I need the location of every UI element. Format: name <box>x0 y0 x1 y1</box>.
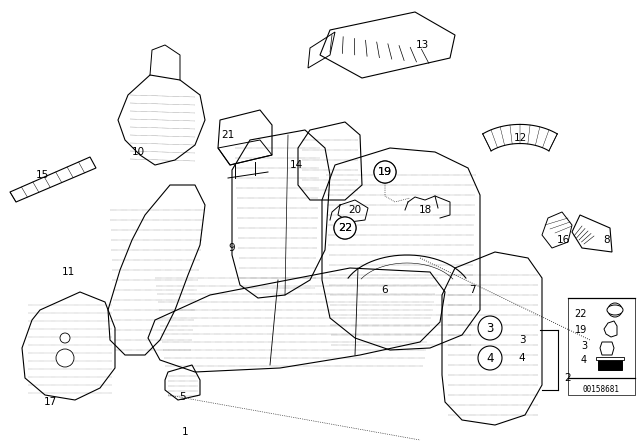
Text: 5: 5 <box>180 392 186 402</box>
Text: 6: 6 <box>381 285 388 295</box>
Circle shape <box>374 161 396 183</box>
Text: 19: 19 <box>378 167 392 177</box>
Text: 11: 11 <box>61 267 75 277</box>
Text: 13: 13 <box>415 40 429 50</box>
Text: 4: 4 <box>581 355 587 365</box>
Text: 2: 2 <box>564 373 572 383</box>
Text: 21: 21 <box>221 130 235 140</box>
Text: 22: 22 <box>338 223 352 233</box>
Text: 20: 20 <box>348 205 362 215</box>
Text: 8: 8 <box>604 235 611 245</box>
Circle shape <box>374 161 396 183</box>
Text: 16: 16 <box>556 235 570 245</box>
Text: 22: 22 <box>338 223 352 233</box>
Text: 7: 7 <box>468 285 476 295</box>
Circle shape <box>334 217 356 239</box>
Text: 19: 19 <box>575 325 587 335</box>
Text: 22: 22 <box>575 309 587 319</box>
Circle shape <box>608 303 622 317</box>
Text: 14: 14 <box>289 160 303 170</box>
Text: 4: 4 <box>518 353 525 363</box>
Ellipse shape <box>607 305 623 315</box>
Text: 15: 15 <box>35 170 49 180</box>
Text: 1: 1 <box>182 427 188 437</box>
Text: 00158681: 00158681 <box>582 385 620 395</box>
Polygon shape <box>598 360 622 370</box>
Polygon shape <box>596 357 624 360</box>
Circle shape <box>478 316 502 340</box>
Circle shape <box>60 333 70 343</box>
Text: 12: 12 <box>513 133 527 143</box>
Text: 19: 19 <box>378 167 392 177</box>
Text: 3: 3 <box>581 341 587 351</box>
Circle shape <box>56 349 74 367</box>
Text: 18: 18 <box>419 205 431 215</box>
Text: 17: 17 <box>44 397 56 407</box>
Text: 9: 9 <box>228 243 236 253</box>
Text: 3: 3 <box>486 322 493 335</box>
Text: 3: 3 <box>518 335 525 345</box>
Circle shape <box>478 346 502 370</box>
Text: 4: 4 <box>486 352 493 365</box>
Text: 10: 10 <box>131 147 145 157</box>
Circle shape <box>334 217 356 239</box>
